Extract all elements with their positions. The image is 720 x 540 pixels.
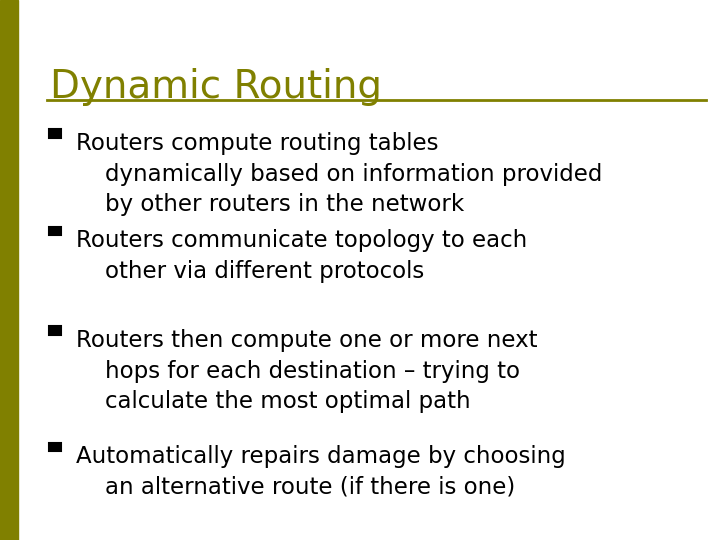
Bar — [49, 227, 60, 235]
Bar — [49, 443, 60, 451]
Text: Automatically repairs damage by choosing
    an alternative route (if there is o: Automatically repairs damage by choosing… — [76, 446, 565, 499]
Text: Routers compute routing tables
    dynamically based on information provided
   : Routers compute routing tables dynamical… — [76, 132, 602, 215]
Text: Routers then compute one or more next
    hops for each destination – trying to
: Routers then compute one or more next ho… — [76, 329, 537, 413]
Bar — [49, 326, 60, 335]
Text: Routers communicate topology to each
    other via different protocols: Routers communicate topology to each oth… — [76, 230, 527, 283]
Text: Dynamic Routing: Dynamic Routing — [50, 68, 382, 105]
Bar — [0, 0, 18, 540]
Bar — [49, 130, 60, 138]
